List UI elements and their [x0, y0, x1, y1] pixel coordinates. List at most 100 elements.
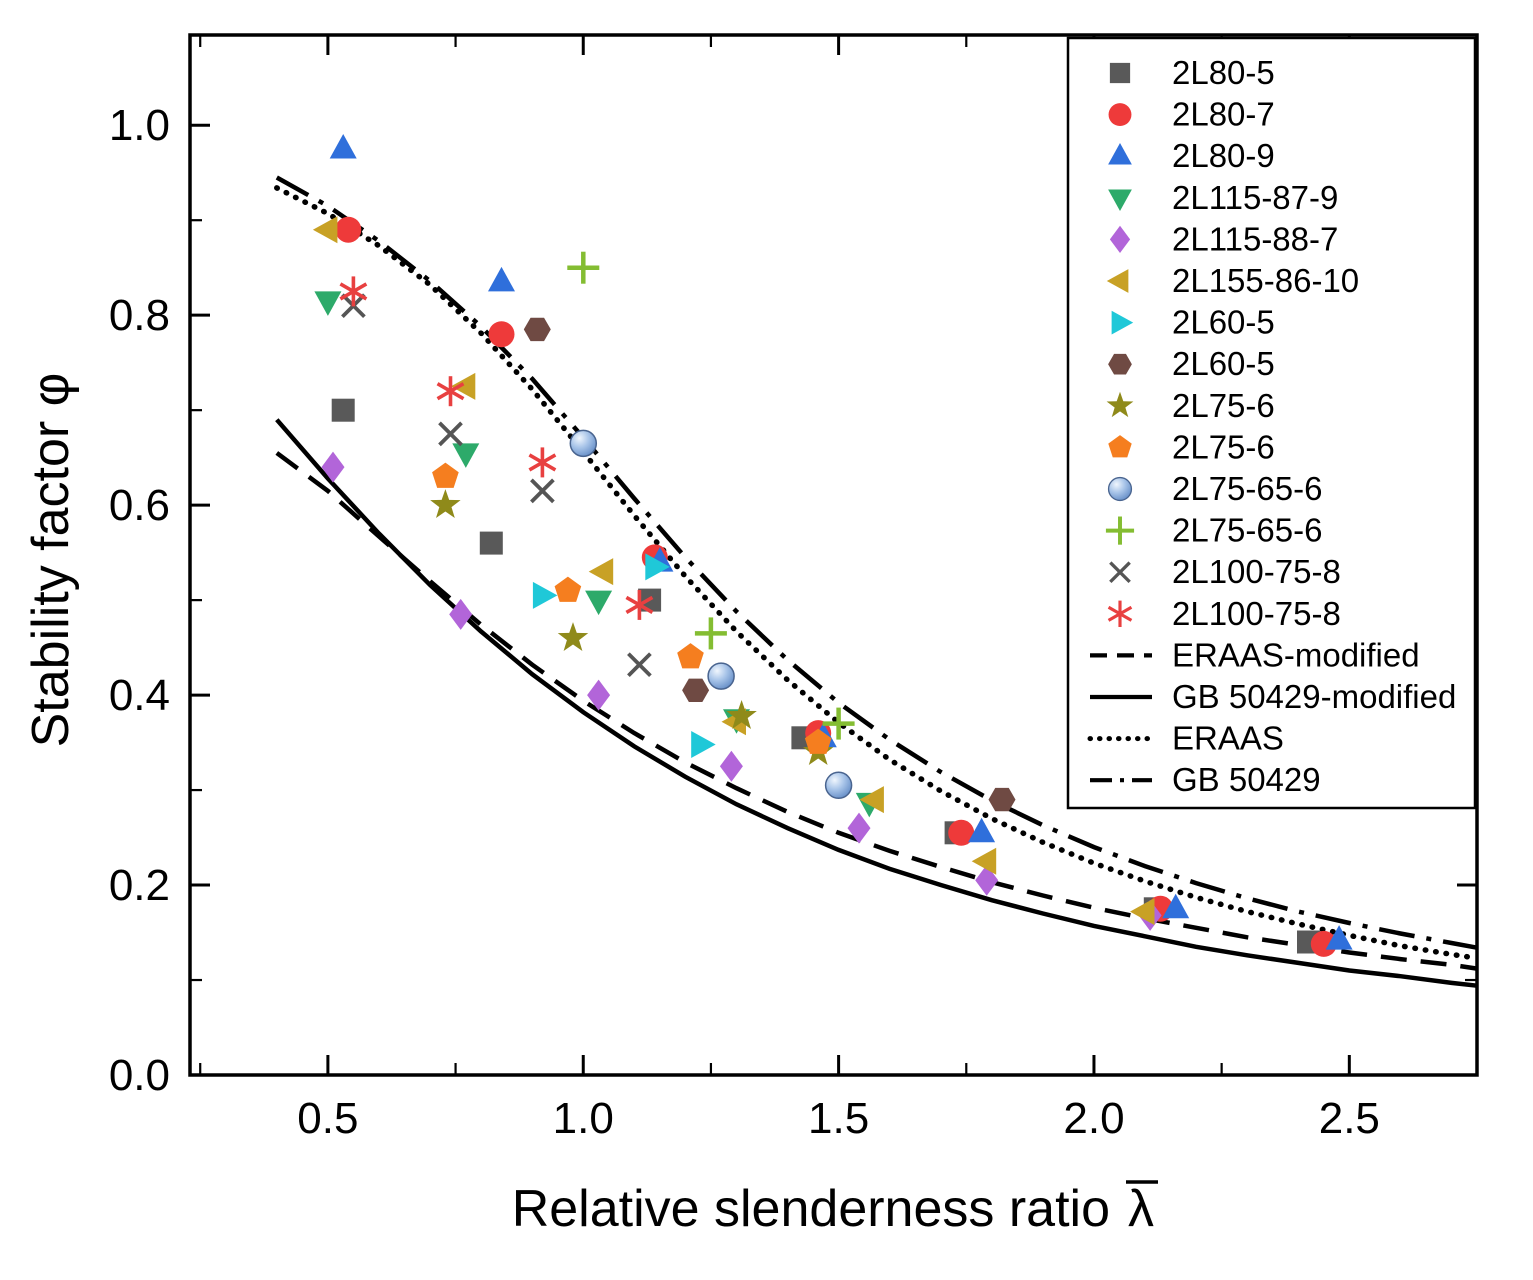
x-axis-symbol-lambda: λ — [1128, 1180, 1154, 1238]
asterisk-marker — [528, 447, 557, 478]
legend-item: ERAAS-modified — [1090, 636, 1420, 673]
legend-item: 2L100-75-8 — [1107, 595, 1341, 632]
star-marker — [726, 700, 757, 729]
legend-label: 2L100-75-8 — [1172, 553, 1341, 590]
plus-marker — [567, 251, 600, 284]
hexagon-marker — [523, 317, 551, 342]
y-tick-label: 0.6 — [109, 481, 170, 530]
star-marker — [430, 489, 461, 519]
triangle-up-marker — [488, 266, 515, 292]
scatter-series — [312, 134, 1353, 957]
legend-item: 2L100-75-8 — [1109, 553, 1341, 590]
legend-item: 2L80-5 — [1109, 54, 1275, 91]
diamond-marker — [847, 812, 871, 844]
x-tick-label: 1.5 — [808, 1094, 869, 1143]
pentagon-marker — [1108, 435, 1132, 458]
plus-marker — [822, 707, 855, 740]
legend-item: 2L60-5 — [1111, 304, 1275, 341]
triangle-right-marker — [1111, 310, 1134, 335]
series-2L60-5 — [523, 317, 1016, 812]
series-2L75-65-6 — [567, 251, 855, 740]
sphere-marker — [824, 771, 853, 800]
x-marker — [438, 421, 463, 447]
square-marker — [479, 531, 503, 555]
legend-label: 2L75-6 — [1172, 387, 1275, 424]
plus-marker — [1105, 516, 1135, 545]
legend-label: 2L75-6 — [1172, 428, 1275, 465]
legend: 2L80-5 2L80-7 2L80-9 2L115-87-9 2L115-88-7 2L… — [1066, 36, 1477, 810]
triangle-up-marker — [1325, 925, 1353, 950]
sphere-marker — [569, 429, 598, 458]
diamond-marker — [587, 679, 611, 711]
triangle-right-marker — [532, 581, 558, 609]
x-marker — [530, 478, 555, 504]
asterisk-marker — [1107, 600, 1133, 627]
legend-label: ERAAS — [1172, 720, 1284, 757]
square-marker — [331, 398, 355, 422]
diamond-marker — [321, 451, 345, 483]
circle-marker — [1310, 930, 1337, 957]
circle-marker — [948, 819, 975, 846]
triangle-left-marker — [859, 786, 884, 814]
curves — [274, 175, 1480, 988]
y-tick-label: 0.4 — [109, 671, 170, 720]
series-2L100-75-8 — [341, 293, 652, 678]
star-marker — [557, 622, 589, 652]
series-2L60-5 — [532, 553, 716, 758]
legend-label: 2L115-88-7 — [1172, 220, 1338, 257]
triangle-left-marker — [588, 558, 614, 586]
series-2L75-6 — [430, 489, 834, 766]
legend-item: 2L115-87-9 — [1108, 179, 1338, 216]
triangle-right-marker — [691, 731, 716, 758]
x-tick-label: 2.5 — [1319, 1094, 1380, 1143]
x-axis-title: Relative slenderness ratio — [512, 1180, 1110, 1238]
curve-ERAAS-modified — [275, 451, 1478, 971]
asterisk-marker — [436, 376, 465, 407]
legend-label: 2L115-87-9 — [1172, 179, 1338, 216]
triangle-up-marker — [329, 134, 357, 159]
sphere-marker — [1107, 476, 1133, 502]
curve-GB-50429-modified — [275, 418, 1478, 988]
asterisk-marker — [339, 276, 368, 307]
legend-item: 2L75-65-6 — [1107, 470, 1322, 507]
circle-marker — [335, 216, 362, 243]
plus-marker — [694, 617, 727, 650]
plot-frame — [188, 33, 1479, 1077]
series-2L115-88-7 — [321, 451, 1162, 931]
pentagon-marker — [804, 728, 832, 754]
legend-item: 2L75-6 — [1108, 428, 1275, 465]
triangle-down-marker — [314, 291, 342, 316]
legend-label: 2L80-7 — [1172, 96, 1275, 133]
y-tick-label: 0.8 — [109, 291, 170, 340]
x-tick-label: 2.0 — [1063, 1094, 1124, 1143]
circle-marker — [1108, 103, 1132, 127]
sphere-marker — [707, 662, 735, 690]
triangle-up-marker — [1162, 893, 1190, 919]
triangle-up-marker — [1108, 143, 1132, 165]
triangle-left-marker — [1106, 269, 1129, 293]
x-marker — [1109, 561, 1131, 584]
legend-label: 2L100-75-8 — [1172, 595, 1341, 632]
legend-item: GB 50429 — [1090, 761, 1321, 798]
triangle-right-marker — [645, 553, 670, 581]
diamond-marker — [719, 750, 743, 782]
y-tick-label: 0.2 — [109, 861, 170, 910]
y-tick-label: 1.0 — [109, 101, 170, 150]
legend-label: 2L80-9 — [1172, 137, 1275, 174]
legend-item: 2L75-65-6 — [1105, 512, 1322, 549]
series-2L75-65-6 — [569, 429, 853, 800]
legend-box — [1066, 36, 1477, 810]
legend-item: 2L80-7 — [1108, 96, 1275, 133]
pentagon-marker — [554, 576, 582, 602]
legend-label: 2L75-65-6 — [1172, 470, 1322, 507]
x-marker — [627, 652, 652, 678]
legend-label: 2L80-5 — [1172, 54, 1275, 91]
legend-item: GB 50429-modified — [1090, 678, 1456, 715]
triangle-down-marker — [585, 590, 613, 616]
series-2L100-75-8 — [339, 276, 654, 620]
x-tick-label: 1.0 — [553, 1094, 614, 1143]
triangle-left-marker — [450, 372, 476, 400]
circle-marker — [488, 321, 515, 348]
